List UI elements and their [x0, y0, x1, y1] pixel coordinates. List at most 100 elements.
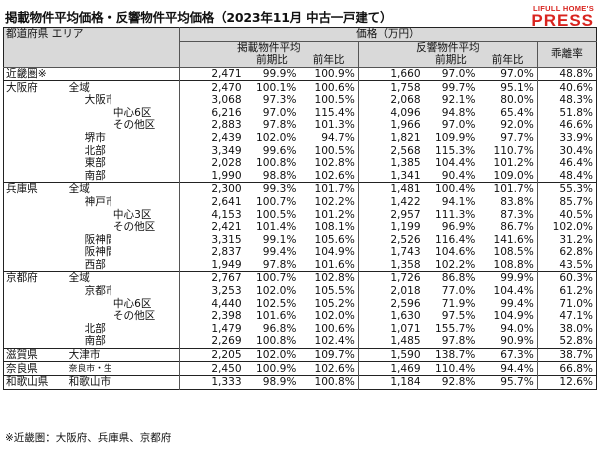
cell-response-prev-month: 97.0% — [441, 67, 476, 80]
cell-listed-prev-month: 100.1% — [255, 81, 297, 94]
cell-divergence: 51.8% — [536, 106, 597, 120]
cell-response-price: 1,590 — [357, 348, 424, 362]
table-row: 大阪府 全域 2,470 100.1% 100.6% 1,758 99.7% 95.1% 40.… — [3, 80, 597, 94]
cell-divergence: 60.3% — [536, 271, 597, 285]
cell-response-prev-month: 96.9% — [441, 221, 476, 234]
cell-listed-prev-month: 99.9% — [262, 67, 297, 80]
cell-prefecture — [4, 285, 67, 298]
cell-divergence: 66.8% — [536, 361, 597, 376]
price-table: 都道府県 エリア 価格（万円） 掲載物件平均 反響物件平均 乖離率 前期比 前年… — [3, 27, 597, 390]
cell-prefecture — [4, 94, 67, 107]
cell-subarea — [111, 132, 179, 145]
cell-response-prev-year: 90.9% — [500, 335, 534, 348]
table-row: 阪神間南部 2,837 99.4% 104.9%1,743 104.6% 108.5%62… — [4, 246, 597, 259]
table-row: 阪神間北部 3,315 99.1% 105.6%2,526 116.4% 141.6%31… — [4, 233, 597, 247]
cell-response-prev-year: 109.0% — [493, 169, 534, 182]
cell-area: 京都市 — [84, 285, 111, 298]
cell-prefecture: 大阪府 — [6, 81, 38, 94]
table-row: 滋賀県 大津市 2,205 102.0% 109.7% 1,590 138.7% 67.3% 3… — [3, 348, 597, 362]
cell-subarea — [111, 335, 179, 348]
cell-response-prev-month: 77.0% — [441, 285, 476, 298]
cell-listed-prev-year: 102.6% — [314, 362, 355, 375]
cell-response-prev-year: 141.6% — [493, 233, 534, 246]
cell-divergence: 40.6% — [536, 80, 597, 94]
cell-divergence: 38.0% — [536, 322, 597, 336]
cell-listed-prev-month: 99.1% — [262, 233, 297, 246]
cell-listed-price: 2,837 — [178, 246, 245, 259]
cell-prefecture: 和歌山県 — [6, 376, 49, 389]
cell-divergence: 52.8% — [536, 335, 597, 349]
cell-listed-prev-year: 102.8% — [314, 157, 355, 170]
cell-response-prev-month: 109.9% — [434, 131, 476, 144]
cell-response-prev-month: 102.2% — [434, 258, 476, 271]
cell-prefecture — [4, 119, 67, 132]
cell-listed-price: 2,439 — [178, 131, 245, 145]
cell-subarea — [111, 157, 179, 170]
cell-response-prev-year: 99.9% — [500, 272, 534, 285]
cell-response-price: 4,096 — [357, 106, 424, 120]
cell-response-prev-year: 94.4% — [500, 362, 534, 375]
page-title: 掲載物件平均価格・反響物件平均価格（2023年11月 中古一戸建て） — [5, 10, 393, 25]
cell-response-price: 1,469 — [357, 361, 424, 376]
cell-listed-prev-month: 99.3% — [262, 183, 297, 196]
cell-listed-prev-month: 100.8% — [255, 335, 297, 348]
cell-response-prev-month: 138.7% — [434, 349, 476, 362]
cell-divergence: 62.8% — [536, 246, 597, 259]
cell-response-prev-month: 71.9% — [441, 297, 476, 310]
cell-subarea — [111, 246, 179, 259]
cell-response-prev-year: 95.1% — [500, 81, 534, 94]
cell-listed-prev-year: 102.4% — [314, 335, 355, 348]
cell-subarea: その他区 — [112, 310, 156, 323]
cell-response-prev-year: 65.4% — [500, 106, 534, 119]
cell-listed-prev-year: 101.2% — [314, 208, 355, 221]
cell-listed-price: 3,068 — [178, 93, 245, 107]
cell-response-prev-month: 97.8% — [441, 335, 476, 348]
cell-response-price: 1,341 — [357, 169, 424, 183]
cell-response-price: 1,660 — [357, 67, 424, 81]
cell-listed-price: 2,767 — [178, 271, 245, 285]
cell-prefecture: 近畿圏※ — [6, 67, 47, 80]
cell-listed-prev-month: 100.9% — [255, 362, 297, 375]
cell-listed-prev-year: 101.3% — [314, 119, 355, 132]
cell-listed-prev-month: 97.8% — [262, 119, 297, 132]
header-pref-area: 都道府県 エリア — [3, 27, 180, 68]
table-row: 南部 1,990 98.8% 102.6% 1,341 90.4% 109.0% 48.4% — [4, 169, 597, 183]
cell-subarea — [111, 196, 179, 209]
table-row: その他区 2,421 101.4% 108.1% 1,199 96.9% 86.7% 102.… — [4, 220, 597, 234]
cell-response-prev-year: 104.9% — [493, 310, 534, 323]
cell-listed-prev-month: 97.0% — [262, 106, 297, 119]
cell-listed-prev-year: 102.8% — [314, 272, 355, 285]
cell-subarea — [111, 272, 179, 285]
cell-prefecture — [4, 259, 67, 272]
cell-divergence: 55.3% — [536, 182, 597, 196]
header-listed: 掲載物件平均 — [178, 41, 359, 55]
cell-response-price: 1,758 — [357, 80, 424, 94]
cell-listed-prev-year: 100.6% — [314, 322, 355, 335]
header-listed-prev-year: 前年比 — [299, 54, 359, 68]
cell-listed-prev-year: 102.6% — [314, 169, 355, 182]
cell-response-prev-year: 99.4% — [500, 297, 534, 310]
cell-listed-prev-month: 99.4% — [262, 246, 297, 259]
cell-divergence: 46.6% — [536, 119, 597, 132]
cell-prefecture: 奈良県 — [6, 362, 38, 375]
cell-response-prev-year: 97.0% — [500, 67, 534, 80]
cell-listed-price: 2,421 — [178, 220, 245, 234]
cell-area: 全域 — [68, 183, 90, 196]
cell-response-price: 1,358 — [357, 258, 424, 272]
header-response-prev-year: 前年比 — [478, 54, 538, 68]
cell-area — [67, 221, 111, 234]
cell-listed-price: 1,949 — [178, 258, 245, 272]
cell-prefecture — [4, 107, 67, 120]
cell-area: 北部 — [84, 144, 106, 157]
cell-response-prev-month: 92.1% — [441, 94, 476, 107]
cell-prefecture — [4, 310, 67, 323]
cell-listed-prev-year: 100.5% — [314, 144, 355, 157]
cell-listed-prev-month: 100.8% — [255, 157, 297, 170]
cell-prefecture: 京都府 — [6, 272, 38, 285]
cell-subarea — [111, 170, 179, 183]
cell-response-prev-year: 80.0% — [500, 94, 534, 107]
cell-subarea — [111, 323, 179, 336]
cell-area: 大阪市 — [84, 94, 111, 107]
cell-divergence: 31.2% — [536, 233, 597, 247]
cell-divergence: 71.0% — [536, 297, 597, 311]
